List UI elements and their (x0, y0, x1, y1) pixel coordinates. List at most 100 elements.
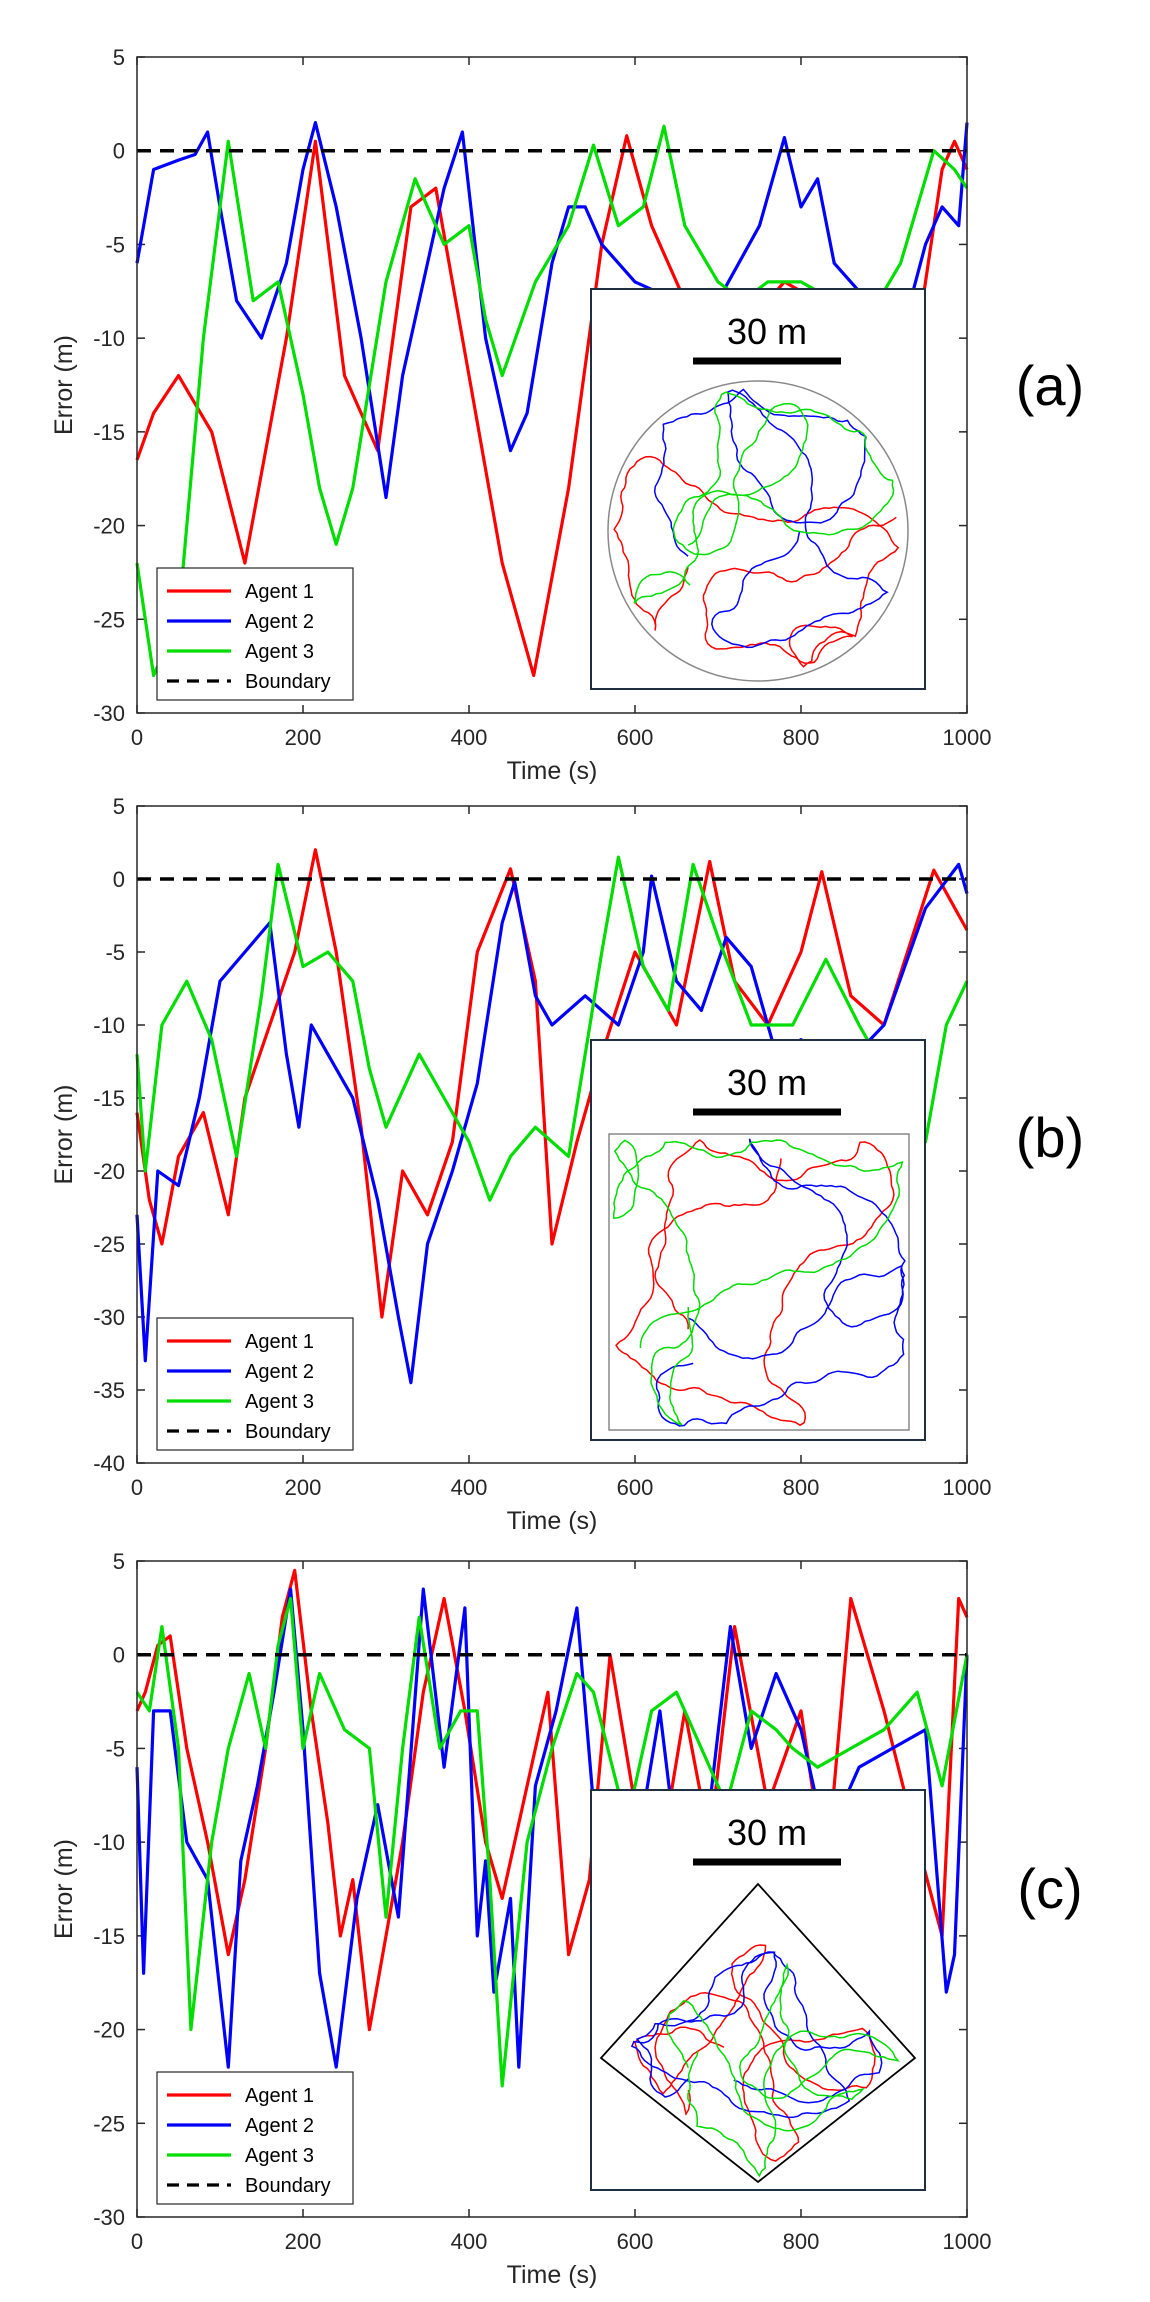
x-tick-label: 800 (783, 2229, 820, 2254)
legend-label: Agent 1 (245, 1331, 314, 1353)
inset-frame (590, 1789, 926, 2191)
legend-label: Agent 2 (245, 611, 314, 633)
x-tick-label: 0 (131, 2229, 143, 2254)
y-tick-label: -15 (93, 420, 125, 445)
y-tick-label: 5 (113, 45, 125, 70)
y-tick-label: -35 (93, 1378, 125, 1403)
legend-label: Agent 3 (245, 641, 314, 663)
y-tick-label: -30 (93, 2205, 125, 2230)
inset-trajectory-2 (653, 388, 889, 649)
y-tick-label: -5 (105, 232, 125, 257)
axes-frame (136, 56, 968, 714)
y-tick-label: -25 (93, 607, 125, 632)
legend: Agent 1 Agent 2 Agent 3 Boundary (156, 567, 354, 701)
panel-label: (c) (1017, 1857, 1082, 1920)
y-tick-label: -20 (93, 2018, 125, 2043)
series-line-agent-2 (135, 1587, 969, 2069)
legend: Agent 1 Agent 2 Agent 3 Boundary (156, 1317, 354, 1451)
y-tick-label: 5 (113, 794, 125, 819)
inset-frame (590, 288, 926, 690)
x-tick-label: 1000 (943, 2229, 992, 2254)
y-axis: 5 0 -5 -10 -15 -20 -25 -30 -35 -40 (93, 794, 967, 1476)
x-tick-label: 400 (451, 2229, 488, 2254)
legend-label: Agent 3 (245, 2145, 314, 2167)
x-tick-label: 200 (285, 725, 322, 750)
x-tick-label: 0 (131, 725, 143, 750)
y-tick-label: -20 (93, 1159, 125, 1184)
panel-label: (b) (1016, 1106, 1084, 1169)
y-axis-label: Error (m) (50, 1085, 78, 1185)
legend-label: Boundary (245, 2175, 331, 2197)
y-tick-label: 0 (113, 1643, 125, 1668)
x-tick-label: 400 (451, 1475, 488, 1500)
x-tick-label: 0 (131, 1475, 143, 1500)
x-tick-label: 1000 (943, 725, 992, 750)
legend-label: Boundary (245, 671, 331, 693)
series-line-agent-3 (135, 855, 969, 1202)
inset-trajectory-2 (655, 1138, 906, 1427)
legend-label: Agent 1 (245, 581, 314, 603)
y-tick-label: -15 (93, 1086, 125, 1111)
y-tick-label: -40 (93, 1451, 125, 1476)
series-line-agent-3 (135, 1596, 969, 2088)
scale-bar-label: 30 m (727, 1062, 807, 1103)
arena-diamond-boundary (599, 1882, 917, 2184)
y-tick-label: -5 (105, 940, 125, 965)
inset-trajectory-3 (612, 1139, 904, 1426)
arena-circle-boundary (607, 380, 909, 682)
chart-panel-a: 50-5-10-15-20-25-300 200 400 600 800 1000Time… (50, 45, 1084, 785)
scale-bar-label: 30 m (727, 1812, 807, 1853)
y-tick-label: 5 (113, 1549, 125, 1574)
series-line-agent-2 (135, 120, 969, 500)
y-tick-label: -20 (93, 514, 125, 539)
x-tick-label: 1000 (943, 1475, 992, 1500)
scale-bar-label: 30 m (727, 311, 807, 352)
x-tick-label: 800 (783, 1475, 820, 1500)
x-axis-label: Time (s) (507, 2261, 598, 2289)
x-tick-label: 200 (285, 1475, 322, 1500)
inset-trajectory-3 (665, 1962, 900, 2178)
y-tick-label: -15 (93, 1924, 125, 1949)
legend-label: Agent 1 (245, 2085, 314, 2107)
inset-trajectory-1 (613, 455, 900, 668)
y-tick-label: -5 (105, 1736, 125, 1761)
y-tick-label: -10 (93, 326, 125, 351)
y-tick-label: -25 (93, 2111, 125, 2136)
y-axis-label: Error (m) (50, 335, 78, 435)
chart-panel-c: 50-5-10-15-20-25-300 200 400 600 800 1000Time… (50, 1549, 1083, 2289)
inset-trajectory-2 (630, 1951, 883, 2119)
legend-label: Agent 2 (245, 1361, 314, 1383)
legend-label: Boundary (245, 1421, 331, 1443)
x-axis: 0 200 400 600 800 1000 (131, 1561, 992, 2254)
axes-frame (136, 805, 968, 1464)
y-tick-label: 0 (113, 139, 125, 164)
legend-label: Agent 3 (245, 1391, 314, 1413)
y-tick-label: -10 (93, 1830, 125, 1855)
x-axis-label: Time (s) (507, 757, 598, 785)
axes-frame (136, 1560, 968, 2218)
inset-frame (590, 1039, 926, 1441)
chart-panel-b: 50-5-10-15-20-25-30-35-400 200 400 600 800 10… (50, 794, 1084, 1535)
y-axis-label: Error (m) (50, 1839, 78, 1939)
x-tick-label: 600 (617, 2229, 654, 2254)
y-tick-label: -30 (93, 1305, 125, 1330)
x-axis-label: Time (s) (507, 1507, 598, 1535)
x-tick-label: 200 (285, 2229, 322, 2254)
inset-trajectory-1 (615, 1139, 895, 1427)
x-tick-label: 600 (617, 1475, 654, 1500)
y-tick-label: -10 (93, 1013, 125, 1038)
y-tick-label: -30 (93, 701, 125, 726)
y-axis: 5 0 -5 -10 -15 -20 -25 -30 (93, 45, 967, 726)
y-axis: 5 0 -5 -10 -15 -20 -25 -30 (93, 1549, 967, 2230)
x-tick-label: 400 (451, 725, 488, 750)
x-axis: 0 200 400 600 800 1000 (131, 806, 992, 1500)
inset-trajectory-3 (633, 391, 895, 604)
panel-label: (a) (1016, 354, 1084, 417)
legend: Agent 1 Agent 2 Agent 3 Boundary (156, 2071, 354, 2205)
arena-square-boundary (608, 1133, 910, 1431)
series-line-agent-1 (135, 848, 969, 1319)
x-axis: 0 200 400 600 800 1000 (131, 57, 992, 750)
x-tick-label: 600 (617, 725, 654, 750)
y-tick-label: 0 (113, 867, 125, 892)
